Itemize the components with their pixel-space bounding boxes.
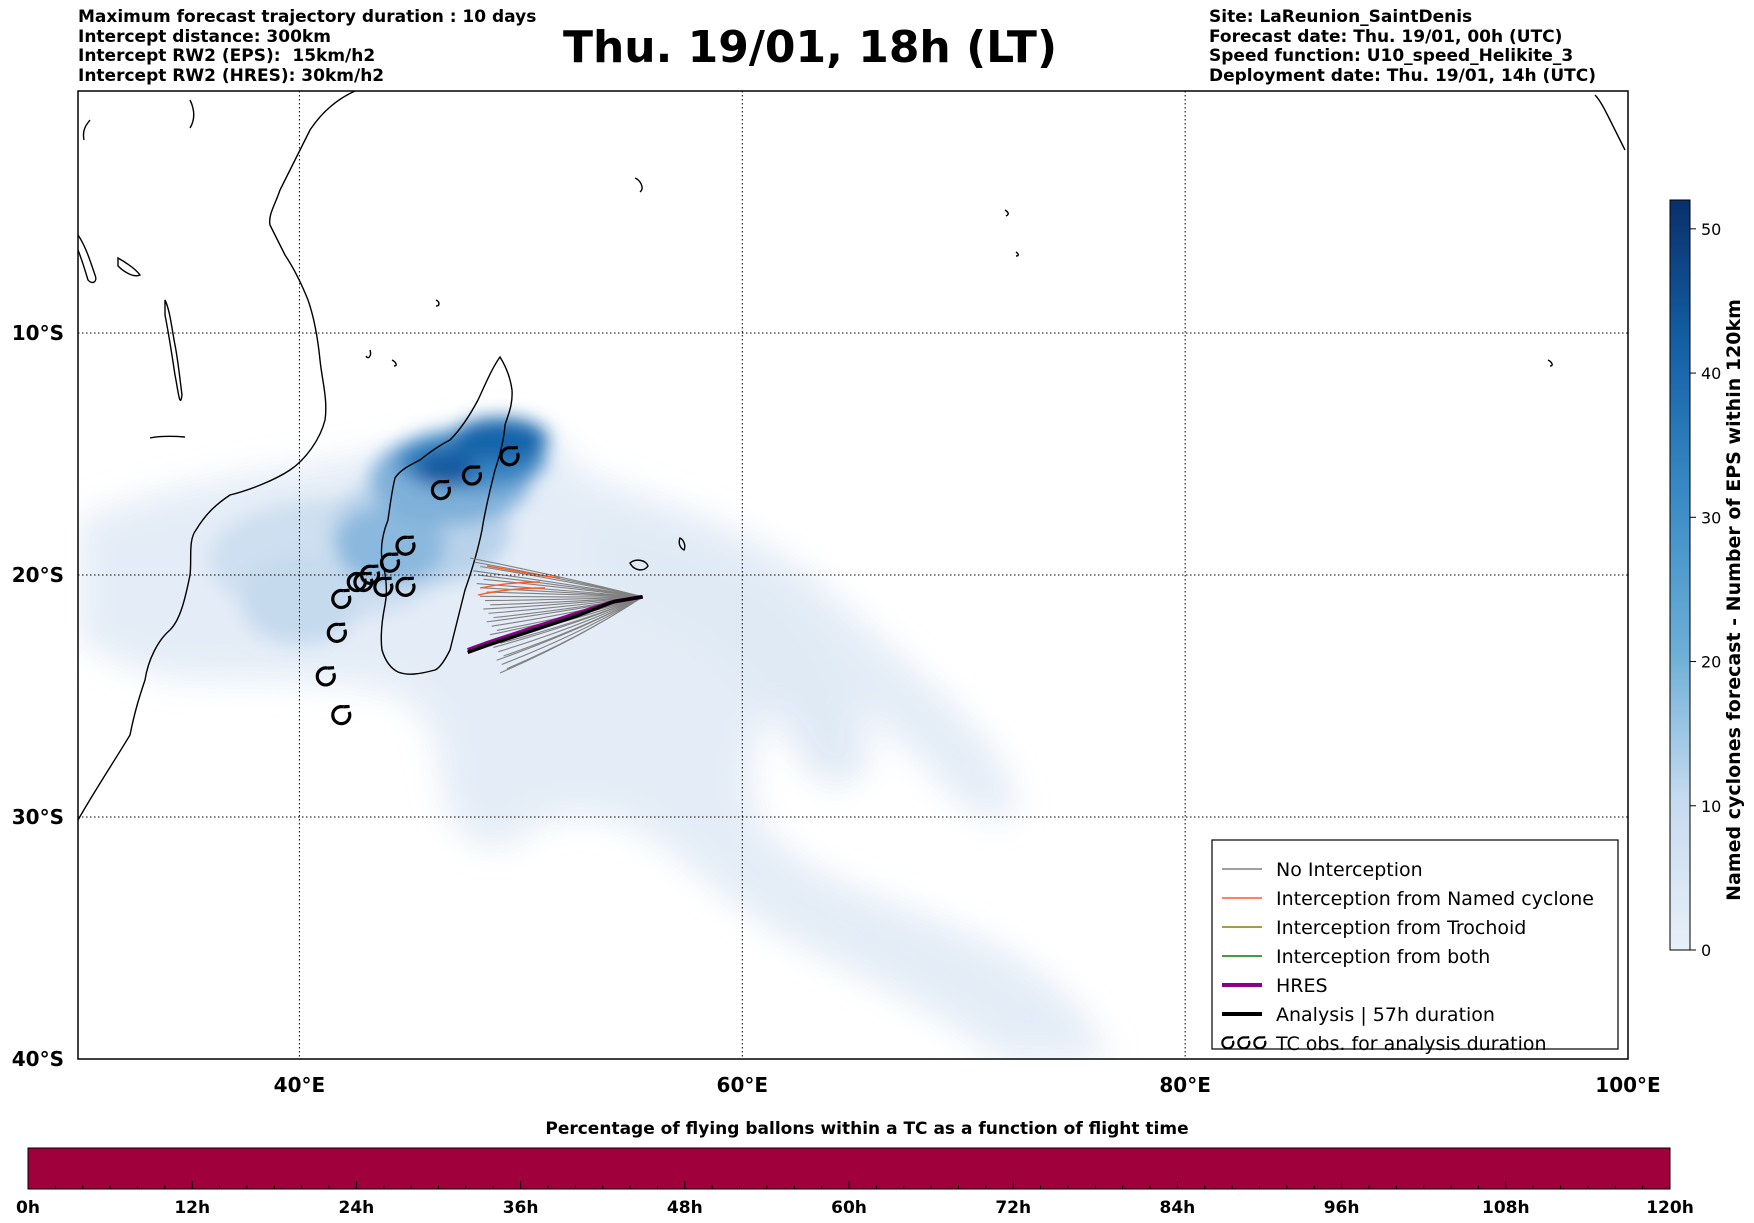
- coastlines: [78, 91, 1626, 821]
- balloon-trajectories: [315, 445, 643, 726]
- cyclone-symbol: [379, 552, 401, 573]
- colorbar-tick-label: 20: [1701, 653, 1721, 672]
- cyclone-symbol: [1237, 1036, 1251, 1050]
- named-cyclone-interception-tracks: [477, 565, 561, 596]
- ensemble-track: [501, 596, 643, 665]
- cyclone-symbol: [395, 576, 416, 597]
- legend: No Interception Interception from Named c…: [1211, 839, 1619, 1055]
- flight-time-label: 108h: [1482, 1198, 1530, 1218]
- cyclone-symbol: [331, 704, 352, 726]
- cyclone-symbol: [499, 445, 520, 467]
- legend-label: TC obs. for analysis duration: [1275, 1033, 1547, 1055]
- lat-label: 10°S: [12, 321, 64, 345]
- header-left: Maximum forecast trajectory duration : 1…: [78, 7, 537, 86]
- cyclone-symbol: [461, 465, 482, 486]
- lon-label: 60°E: [717, 1073, 769, 1097]
- header-site: Site: LaReunion_SaintDenis: [1209, 7, 1473, 27]
- legend-label: Interception from Named cyclone: [1276, 888, 1594, 910]
- flight-time-bar-title: Percentage of flying ballons within a TC…: [545, 1119, 1188, 1139]
- madagascar-coastline: [380, 355, 513, 675]
- cyclone-symbol: [326, 622, 347, 643]
- header-right: Site: LaReunion_SaintDenis Forecast date…: [1209, 7, 1596, 86]
- legend-item: Interception from Trochoid: [1222, 917, 1526, 939]
- cyclone-symbol: [373, 576, 394, 597]
- cyclone-symbol: [1253, 1036, 1267, 1050]
- latitude-labels: 10°S 20°S 30°S 40°S: [12, 321, 64, 1071]
- ensemble-track: [498, 596, 643, 653]
- flight-time-label: 96h: [1324, 1198, 1360, 1218]
- flight-time-label: 60h: [831, 1198, 867, 1218]
- legend-item: TC obs. for analysis duration: [1221, 1033, 1547, 1055]
- legend-box: [1211, 839, 1619, 1050]
- lon-label: 40°E: [274, 1073, 326, 1097]
- flight-time-label: 120h: [1646, 1198, 1694, 1218]
- flight-time-label: 12h: [174, 1198, 210, 1218]
- colorbar-tick-label: 40: [1701, 364, 1721, 383]
- flight-time-label: 84h: [1160, 1198, 1196, 1218]
- legend-label: No Interception: [1276, 859, 1423, 881]
- legend-item: No Interception: [1222, 859, 1423, 881]
- legend-item: Analysis | 57h duration: [1222, 1004, 1495, 1026]
- ensemble-track: [479, 595, 643, 598]
- flight-time-label: 48h: [667, 1198, 703, 1218]
- analysis-track: [467, 595, 643, 655]
- lon-label: 80°E: [1159, 1073, 1211, 1097]
- colorbar-tick-label: 10: [1701, 797, 1721, 816]
- legend-item: Interception from Named cyclone: [1222, 888, 1594, 910]
- cyclone-symbol: [1221, 1036, 1235, 1050]
- ensemble-track: [480, 565, 643, 598]
- cyclone-symbol: [315, 666, 336, 687]
- header-forecast-date: Forecast date: Thu. 19/01, 00h (UTC): [1209, 26, 1563, 47]
- colorbar-tick-label: 50: [1701, 220, 1721, 239]
- legend-item: HRES: [1222, 975, 1328, 997]
- cyclone-symbol: [395, 535, 416, 556]
- colorbar-tick-label: 0: [1701, 941, 1711, 960]
- ensemble-track: [499, 596, 643, 674]
- colorbar-gradient: [1669, 199, 1691, 951]
- map-frame: [77, 90, 1629, 1060]
- legend-label: Interception from Trochoid: [1276, 917, 1526, 939]
- flight-time-label: 72h: [995, 1198, 1031, 1218]
- colorbar-label: Named cyclones forecast - Number of EPS …: [1723, 299, 1745, 901]
- ensemble-track: [493, 596, 643, 648]
- legend-label: HRES: [1276, 975, 1328, 997]
- lat-label: 20°S: [12, 563, 64, 587]
- header-speed-function: Speed function: U10_speed_Helikite_3: [1209, 46, 1574, 66]
- ensemble-track: [496, 596, 643, 661]
- flight-time-label: 24h: [339, 1198, 375, 1218]
- header-rw2-hres: Intercept RW2 (HRES): 30km/h2: [78, 65, 385, 86]
- legend-label: Interception from both: [1276, 946, 1490, 968]
- header-duration: Maximum forecast trajectory duration : 1…: [78, 7, 537, 27]
- colorbar-tick-label: 30: [1701, 508, 1721, 527]
- mauritius-coastline: [678, 537, 686, 551]
- lat-label: 30°S: [12, 805, 64, 829]
- colorbar: 0 10 20 30 40 50 Named cyclones forecast - Nu…: [1669, 199, 1745, 960]
- ensemble-track: [483, 578, 643, 598]
- cyclone-symbol: [331, 588, 352, 610]
- flight-time-label: 0h: [16, 1198, 40, 1218]
- longitude-labels: 40°E 60°E 80°E 100°E: [274, 1073, 1661, 1097]
- cyclone-density-field: [78, 418, 1110, 1059]
- reunion-coastline: [629, 559, 649, 571]
- header-distance: Intercept distance: 300km: [78, 26, 331, 47]
- lon-label: 100°E: [1595, 1073, 1660, 1097]
- map-title: Thu. 19/01, 18h (LT): [562, 22, 1058, 73]
- lat-label: 40°S: [12, 1047, 64, 1071]
- flight-time-bar: Percentage of flying ballons within a TC…: [16, 1119, 1694, 1218]
- tc-observation-symbols: [315, 445, 520, 726]
- africa-coastline: [78, 91, 356, 821]
- header-deployment-date: Deployment date: Thu. 19/01, 14h (UTC): [1209, 65, 1596, 86]
- header-rw2-eps: Intercept RW2 (EPS): 15km/h2: [78, 46, 376, 66]
- legend-item: Interception from both: [1222, 946, 1490, 968]
- cyclone-symbol: [346, 571, 367, 593]
- ensemble-track: [485, 596, 643, 602]
- cyclone-symbol: [430, 479, 451, 501]
- flight-time-label: 36h: [503, 1198, 539, 1218]
- legend-label: Analysis | 57h duration: [1276, 1004, 1495, 1026]
- gridlines: [78, 91, 1628, 1059]
